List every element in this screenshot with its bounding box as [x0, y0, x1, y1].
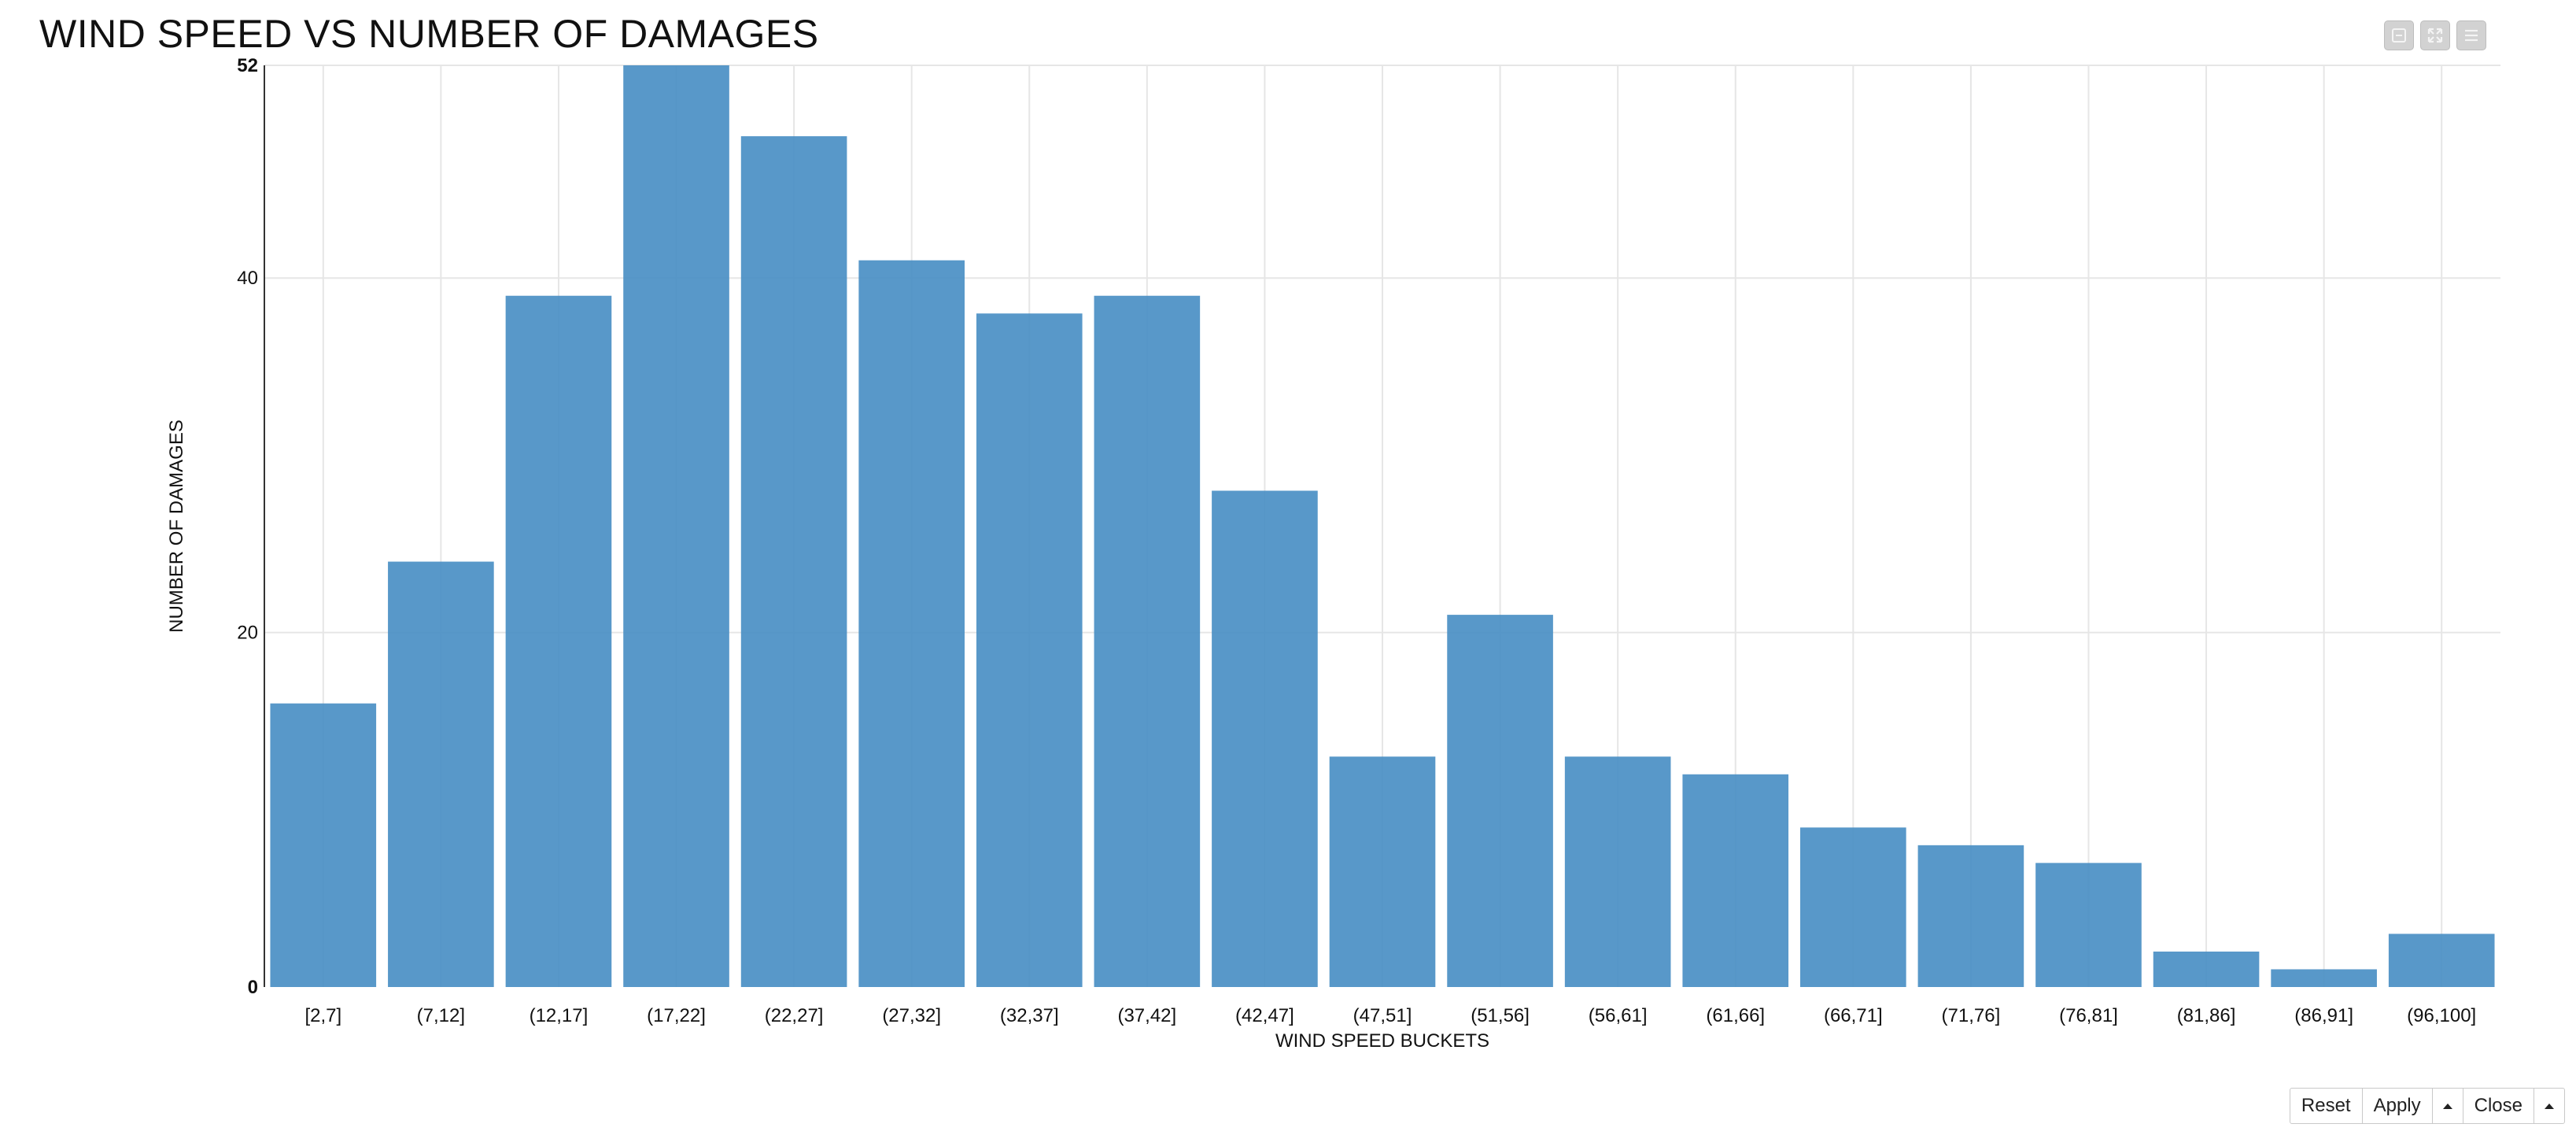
y-tick-label: 0 — [248, 977, 258, 998]
apply-button[interactable]: Apply — [2363, 1089, 2433, 1123]
x-tick-label: (81,86] — [2177, 1005, 2236, 1026]
x-tick-label: [2,7] — [304, 1005, 341, 1026]
bar — [2388, 934, 2495, 987]
bar — [505, 295, 612, 987]
bar — [1682, 774, 1789, 987]
bar — [1447, 615, 1553, 987]
x-tick-label: (32,37] — [1000, 1005, 1059, 1026]
expand-button[interactable] — [2420, 20, 2450, 50]
bar — [1329, 756, 1436, 987]
caret-up-icon — [2545, 1104, 2554, 1109]
x-tick-label: (17,22] — [647, 1005, 706, 1026]
x-tick-label: (37,42] — [1117, 1005, 1176, 1026]
bar — [740, 136, 847, 988]
bar — [858, 260, 965, 987]
bar — [1917, 845, 2024, 987]
caret-up-icon — [2442, 1104, 2452, 1109]
x-tick-label: (47,51] — [1353, 1005, 1412, 1026]
x-tick-label: (61,66] — [1706, 1005, 1765, 1026]
x-tick-label: (66,71] — [1824, 1005, 1883, 1026]
x-tick-label: (42,47] — [1235, 1005, 1294, 1026]
bar — [1564, 756, 1671, 987]
x-tick-label: (56,61] — [1589, 1005, 1648, 1026]
x-tick-label: (22,27] — [765, 1005, 824, 1026]
bar — [623, 65, 729, 987]
chart-title: WIND SPEED VS NUMBER OF DAMAGES — [39, 12, 819, 56]
bar — [2035, 863, 2142, 987]
apply-dropdown-button[interactable] — [2433, 1089, 2463, 1123]
bar — [388, 561, 494, 987]
bar — [1094, 295, 1201, 987]
menu-button[interactable] — [2456, 20, 2486, 50]
menu-icon — [2465, 29, 2478, 42]
minimize-icon — [2392, 28, 2406, 43]
bar — [1212, 490, 1318, 987]
bar — [270, 703, 377, 987]
bar — [1800, 827, 1906, 987]
reset-button[interactable]: Reset — [2290, 1089, 2363, 1123]
footer-controls: Reset Apply Close — [2289, 1088, 2565, 1124]
bar — [2271, 969, 2377, 987]
minimize-button[interactable] — [2384, 20, 2414, 50]
y-axis-title: NUMBER OF DAMAGES — [166, 420, 187, 633]
x-axis-title: WIND SPEED BUCKETS — [1275, 1030, 1489, 1052]
y-tick-label: 52 — [237, 55, 258, 76]
y-tick-label: 40 — [237, 268, 258, 289]
x-tick-label: (71,76] — [1942, 1005, 2001, 1026]
y-tick-label: 20 — [237, 623, 258, 644]
x-tick-label: (86,91] — [2294, 1005, 2353, 1026]
bar — [976, 313, 1083, 987]
expand-icon — [2427, 28, 2443, 43]
x-tick-label: (12,17] — [530, 1005, 589, 1026]
x-tick-label: (76,81] — [2059, 1005, 2118, 1026]
x-tick-label: (7,12] — [417, 1005, 465, 1026]
x-tick-label: (51,56] — [1471, 1005, 1530, 1026]
close-button[interactable]: Close — [2463, 1089, 2534, 1123]
bar — [2153, 951, 2260, 987]
close-dropdown-button[interactable] — [2534, 1089, 2564, 1123]
x-tick-label: (27,32] — [882, 1005, 941, 1026]
chart-toolbar — [2384, 20, 2486, 50]
x-tick-label: (96,100] — [2407, 1005, 2476, 1026]
